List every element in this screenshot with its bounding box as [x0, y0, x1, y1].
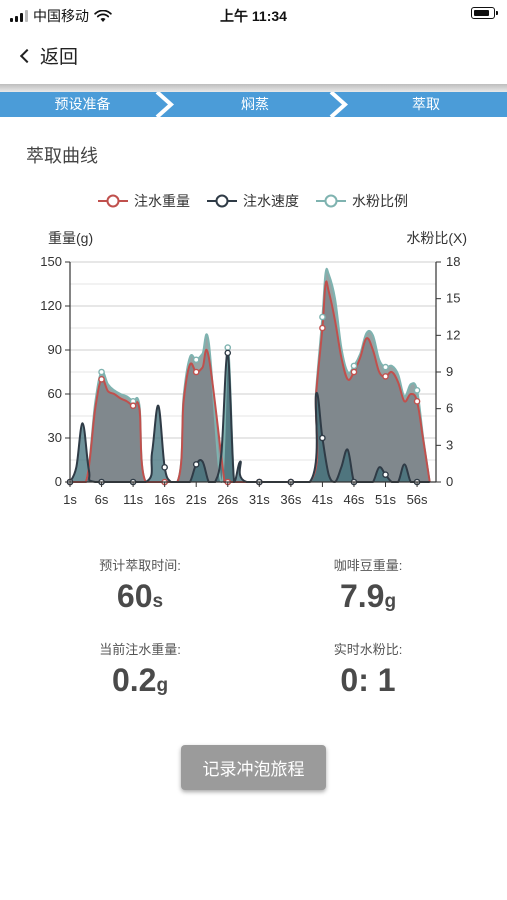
y-right-tick-label: 0 — [446, 474, 453, 489]
x-tick-label: 16s — [154, 492, 175, 507]
back-label: 返回 — [40, 47, 79, 68]
ratio-point — [319, 313, 326, 321]
weight-point — [98, 376, 105, 383]
section-title: 萃取曲线 — [26, 146, 98, 166]
signal-icon — [10, 10, 28, 22]
x-tick-label: 1s — [63, 492, 77, 507]
legend-item-weight[interactable]: 注水重量 — [98, 191, 190, 211]
legend-label-ratio: 水粉比例 — [352, 193, 408, 209]
status-time: 上午 11:34 — [220, 8, 287, 24]
weight-point — [413, 398, 421, 405]
stat-current-weight: 当前注水重量: 0.2g — [40, 639, 240, 699]
y-right-tick-label: 3 — [446, 437, 453, 452]
stat-brew-time-number: 60 — [116, 578, 153, 614]
legend-ratio-marker-icon — [316, 194, 346, 208]
stat-brew-time: 预计萃取时间: 60s — [40, 555, 240, 615]
record-brew-journey-button[interactable]: 记录冲泡旅程 — [181, 745, 326, 790]
x-tick-label: 36s — [280, 492, 301, 507]
y-right-tick-label: 9 — [446, 364, 453, 379]
step-separator-icons — [155, 92, 349, 117]
stat-brew-time-label: 预计萃取时间: — [99, 558, 181, 573]
y-axis-right-title: 水粉比(X) — [406, 230, 467, 246]
ratio-point — [192, 356, 200, 364]
stat-bean-weight-unit: g — [384, 591, 397, 612]
speed-point — [224, 349, 232, 357]
y-right-tick-label: 12 — [446, 327, 460, 342]
x-tick-label: 26s — [217, 492, 238, 507]
stat-current-weight-number: 0.2 — [111, 662, 157, 698]
battery-icon — [471, 7, 498, 19]
chart-axes: 0 30 60 90 120 150 0 3 6 9 12 15 18 1s 6s 11s 16s 21s 26s 3… — [40, 254, 460, 507]
status-left: 中国移动 — [10, 6, 112, 26]
weight-point — [350, 368, 358, 376]
stat-realtime-ratio: 实时水粉比: 0: 1 — [268, 639, 468, 699]
weight-point — [129, 402, 137, 410]
stat-current-weight-unit: g — [156, 675, 169, 696]
y-left-tick-label: 90 — [48, 342, 62, 357]
ratio-point — [413, 387, 421, 394]
stat-bean-weight-value: 7.9g — [268, 578, 468, 615]
nav-bar: 返回 — [0, 36, 507, 76]
y-right-tick-label: 15 — [446, 291, 460, 306]
y-right-tick-label: 18 — [446, 254, 460, 269]
speed-point — [161, 464, 168, 471]
x-tick-label: 31s — [249, 492, 270, 507]
step-extraction: 萃取 — [412, 96, 440, 112]
x-tick-label: 21s — [186, 492, 207, 507]
back-button[interactable]: 返回 — [19, 42, 79, 69]
legend-label-weight: 注水重量 — [134, 193, 190, 209]
weight-point — [319, 324, 326, 332]
y-left-tick-label: 150 — [40, 254, 62, 269]
legend-item-ratio[interactable]: 水粉比例 — [316, 191, 408, 211]
ratio-point — [98, 368, 105, 376]
weight-area — [70, 281, 430, 482]
ratio-point — [224, 344, 232, 351]
extraction-curve-chart: 0 30 60 90 120 150 0 3 6 9 12 15 18 1s 6s 11s 16s 21s 26s 3… — [40, 254, 460, 507]
nav-divider — [0, 84, 507, 92]
legend-speed-marker-icon — [207, 194, 237, 208]
x-tick-label: 41s — [312, 492, 333, 507]
carrier-name: 中国移动 — [33, 8, 89, 24]
step-bloom: 焖蒸 — [241, 96, 269, 112]
x-tick-label: 46s — [343, 492, 364, 507]
x-tick-label: 6s — [95, 492, 109, 507]
legend-item-speed[interactable]: 注水速度 — [207, 191, 299, 211]
step-progress-bar: 预设准备 焖蒸 萃取 — [0, 92, 507, 117]
ratio-point — [350, 362, 358, 370]
chevron-left-icon — [19, 48, 35, 64]
stat-brew-time-value: 60s — [40, 578, 240, 615]
stat-bean-weight-label: 咖啡豆重量: — [333, 558, 403, 573]
speed-point — [319, 434, 326, 442]
status-bar: 中国移动 上午 11:34 — [0, 0, 507, 28]
legend-label-speed: 注水速度 — [243, 193, 299, 209]
stat-realtime-ratio-value: 0: 1 — [340, 662, 396, 698]
speed-area — [70, 352, 430, 482]
speed-point — [192, 461, 200, 468]
y-left-tick-label: 60 — [48, 386, 62, 401]
stat-bean-weight: 咖啡豆重量: 7.9g — [268, 555, 468, 615]
chart-legend: 注水重量 注水速度 水粉比例 — [0, 191, 507, 213]
y-axis-left-title: 重量(g) — [48, 230, 94, 246]
chart-areas — [70, 268, 430, 482]
y-right-tick-label: 6 — [446, 401, 453, 416]
y-left-tick-label: 0 — [55, 474, 62, 489]
wifi-icon — [94, 9, 112, 22]
speed-point — [382, 471, 389, 478]
x-tick-label: 56s — [407, 492, 428, 507]
x-tick-label: 51s — [375, 492, 396, 507]
stat-bean-weight-number: 7.9 — [339, 578, 385, 614]
stat-realtime-ratio-label: 实时水粉比: — [333, 642, 403, 657]
stat-current-weight-value: 0.2g — [40, 662, 240, 699]
stat-brew-time-unit: s — [152, 591, 164, 612]
step-preset: 预设准备 — [54, 96, 111, 112]
weight-point — [192, 368, 200, 376]
x-tick-label: 11s — [123, 492, 143, 507]
weight-point — [382, 373, 389, 380]
y-left-tick-label: 120 — [40, 298, 62, 313]
ratio-point — [382, 363, 389, 371]
y-left-tick-label: 30 — [48, 430, 62, 445]
legend-weight-marker-icon — [98, 194, 128, 208]
stat-current-weight-label: 当前注水重量: — [99, 642, 181, 657]
